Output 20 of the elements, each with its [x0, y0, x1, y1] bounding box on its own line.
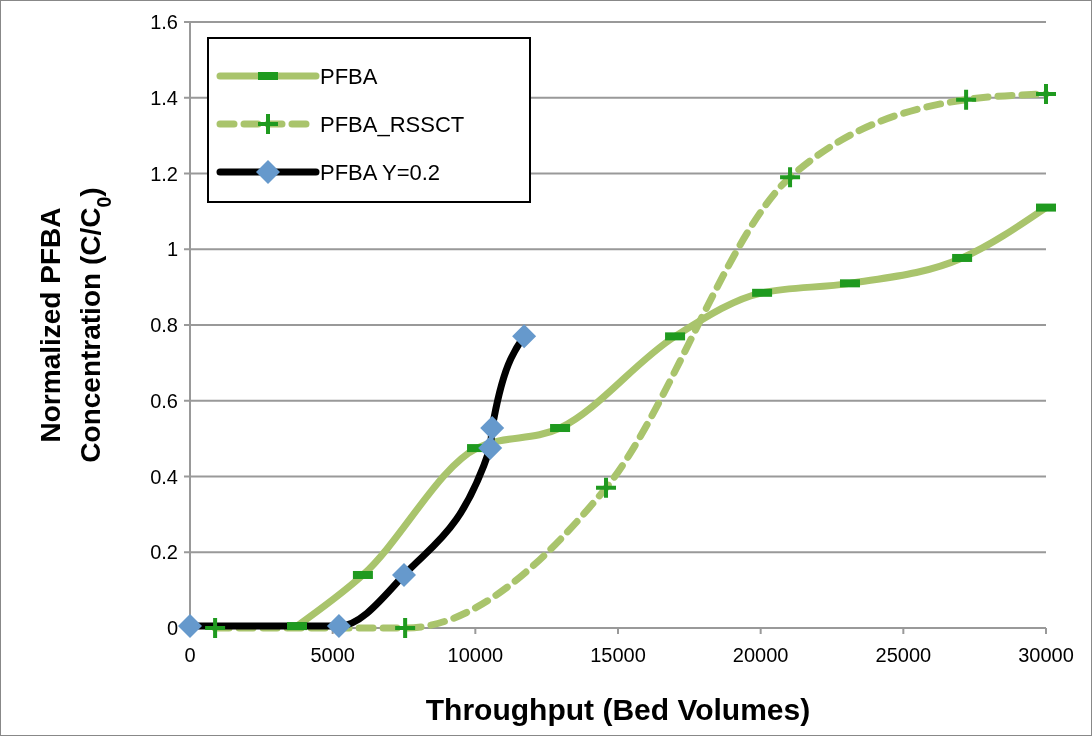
- x-tick-label: 15000: [590, 644, 646, 666]
- x-tick-label: 5000: [310, 644, 355, 666]
- y-tick-label: 1.4: [150, 86, 178, 109]
- legend-label: PFBA Y=0.2: [320, 159, 441, 185]
- y-tick-label: 0.2: [150, 541, 178, 564]
- x-tick-label: 10000: [447, 644, 504, 666]
- y-tick-label: 0.8: [150, 314, 178, 336]
- legend-label: PFBA_RSSCT: [320, 111, 465, 137]
- x-tick-label: 0: [184, 644, 196, 666]
- y-tick-label: 0.6: [150, 389, 178, 412]
- x-tick-label: 20000: [732, 644, 789, 666]
- y-tick-label: 1.2: [150, 162, 178, 185]
- x-axis-title: Throughput (Bed Volumes): [425, 693, 811, 726]
- y-tick-label: 1: [166, 238, 178, 261]
- x-tick-label: 25000: [875, 644, 932, 666]
- x-tick-label: 30000: [1018, 644, 1074, 666]
- y-tick-label: 0: [166, 617, 178, 639]
- legend-label: PFBA: [320, 63, 378, 89]
- y-tick-label: 0.4: [150, 465, 178, 488]
- y-tick-label: 1.6: [150, 11, 178, 33]
